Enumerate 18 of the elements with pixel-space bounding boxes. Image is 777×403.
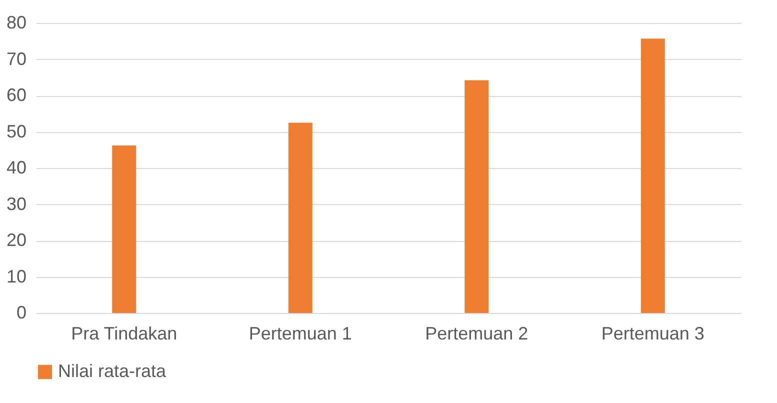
y-tick-label: 40: [6, 158, 26, 178]
y-tick-label: 30: [6, 194, 26, 214]
y-tick-label: 70: [6, 48, 26, 69]
x-tick-label: Pertemuan 3: [601, 324, 704, 344]
bar: [640, 38, 665, 313]
y-tick-label: 80: [6, 12, 26, 32]
bar: [288, 122, 312, 313]
y-tick-label: 50: [6, 121, 26, 142]
y-tick-label: 60: [6, 85, 26, 105]
y-tick-label: 0: [16, 302, 26, 322]
legend-label: Nilai rata-rata: [58, 361, 168, 381]
x-tick-label: Pertemuan 1: [248, 324, 352, 344]
x-tick-label: Pra Tindakan: [71, 324, 178, 344]
bar: [112, 146, 136, 313]
bar: [464, 80, 489, 313]
x-tick-label: Pertemuan 2: [425, 324, 528, 344]
y-tick-label: 20: [6, 230, 26, 250]
y-tick-label: 10: [6, 266, 26, 286]
